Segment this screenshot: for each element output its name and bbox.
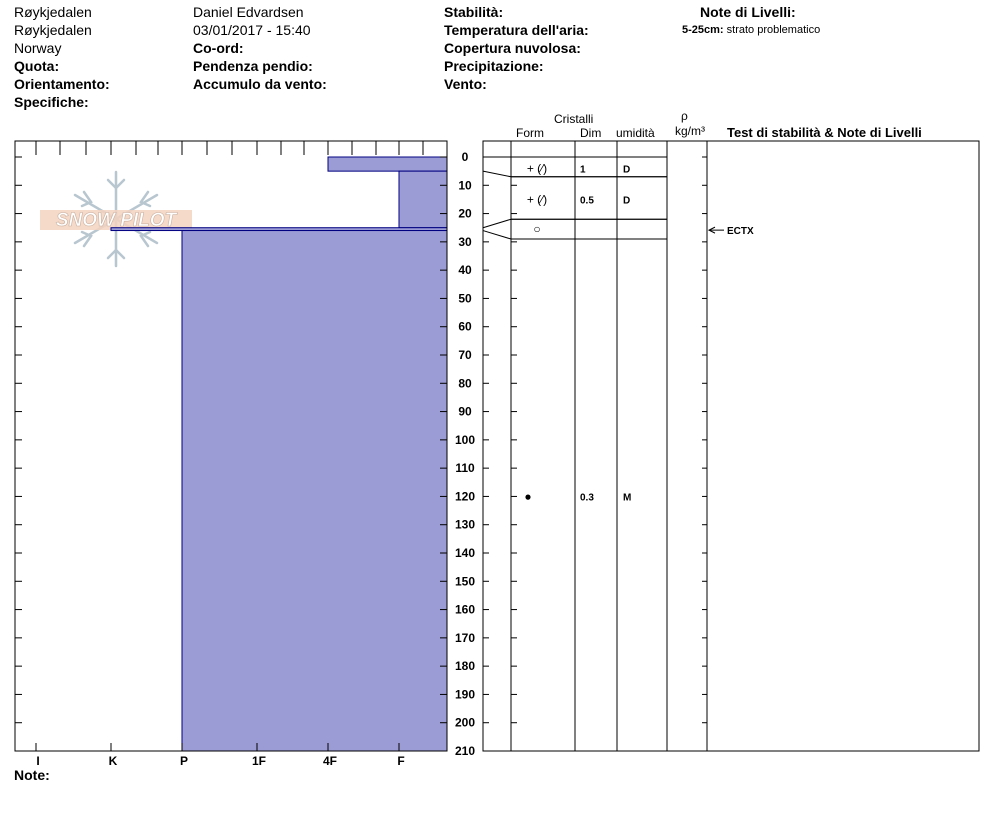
- hardness-tick-label: F: [397, 754, 404, 768]
- hardness-tick-label: 4F: [323, 754, 337, 768]
- depth-tick-label: 20: [458, 207, 472, 221]
- size-header: Dim: [580, 126, 602, 140]
- layer-connector: [482, 218, 512, 229]
- depth-tick-label: 30: [458, 235, 472, 249]
- depth-tick-label: 60: [458, 320, 472, 334]
- layer-moisture-value: D: [623, 195, 630, 206]
- depth-tick-label: 110: [455, 461, 475, 475]
- orientation-label: Orientamento:: [14, 76, 110, 92]
- crystals-header: Cristalli: [554, 112, 594, 126]
- depth-tick-label: 180: [455, 659, 475, 673]
- location-country: Norway: [14, 40, 62, 56]
- depth-tick-label: 0: [462, 150, 469, 164]
- depth-tick-label: 120: [455, 489, 475, 503]
- depth-tick-label: 210: [455, 744, 475, 758]
- precipitation-label: Precipitazione:: [444, 58, 544, 74]
- layer-notes-label: Note di Livelli:: [700, 4, 796, 20]
- hardness-tick-label: 1F: [252, 754, 266, 768]
- depth-tick-label: 10: [458, 178, 472, 192]
- notes-label: Note:: [14, 767, 50, 783]
- location-region: Røykjedalen: [14, 22, 92, 38]
- quota-label: Quota:: [14, 58, 60, 74]
- slope-label: Pendenza pendio:: [193, 58, 313, 74]
- moisture-header: umidità: [616, 126, 655, 140]
- layer-connector: [482, 170, 512, 178]
- layer-form-symbol: + (⁄): [527, 192, 547, 206]
- snowpilot-logo: SNOW PILOT: [40, 170, 192, 268]
- hardness-tick-label: K: [109, 754, 118, 768]
- hardness-tick-label: P: [180, 754, 188, 768]
- layer-note-text: strato problematico: [726, 24, 821, 36]
- stability-label: Stabilità:: [444, 4, 504, 20]
- wind-loading-label: Accumulo da vento:: [193, 76, 327, 92]
- observation-form-symbol: ●: [524, 489, 531, 503]
- logo-text: SNOW PILOT: [56, 210, 178, 231]
- specifics-label: Specifiche:: [14, 94, 89, 110]
- layer-note: 5-25cm: strato problematico: [682, 23, 820, 37]
- stability-tests-header: Test di stabilità & Note di Livelli: [727, 125, 922, 140]
- depth-tick-label: 100: [455, 433, 475, 447]
- cloud-cover-label: Copertura nuvolosa:: [444, 40, 581, 56]
- depth-tick-label: 200: [455, 716, 475, 730]
- depth-tick-label: 40: [458, 263, 472, 277]
- layer-table-frame: [482, 140, 980, 752]
- density-symbol: ρ: [681, 109, 688, 123]
- observation-size-value: 0.3: [580, 492, 594, 503]
- depth-tick-label: 50: [458, 291, 472, 305]
- hardness-bar: [327, 156, 448, 172]
- depth-tick-label: 90: [458, 405, 472, 419]
- depth-tick-label: 190: [455, 687, 475, 701]
- depth-tick-label: 170: [455, 631, 475, 645]
- hardness-bar: [181, 230, 448, 752]
- hardness-bar: [398, 170, 448, 229]
- air-temp-label: Temperatura dell'aria:: [444, 22, 589, 38]
- observation-moisture-value: M: [623, 492, 631, 503]
- depth-tick-label: 160: [455, 603, 475, 617]
- layer-connector: [482, 230, 512, 240]
- layer-size-value: 1: [580, 164, 586, 175]
- depth-tick-label: 130: [455, 518, 475, 532]
- layer-size-value: 0.5: [580, 195, 594, 206]
- stability-test-arrowhead: [707, 226, 716, 234]
- depth-tick-label: 70: [458, 348, 472, 362]
- observation-datetime: 03/01/2017 - 15:40: [193, 22, 311, 38]
- depth-tick-label: 150: [455, 574, 475, 588]
- layer-moisture-value: D: [623, 164, 630, 175]
- depth-tick-label: 140: [455, 546, 475, 560]
- layer-form-symbol: ○: [533, 222, 540, 236]
- density-unit: kg/m³: [675, 124, 705, 138]
- location-name: Røykjedalen: [14, 4, 92, 20]
- layer-note-range: 5-25cm:: [682, 24, 724, 36]
- stability-test-label: ECTX: [727, 226, 754, 237]
- wind-label: Vento:: [444, 76, 487, 92]
- observer-name: Daniel Edvardsen: [193, 4, 304, 20]
- form-header: Form: [516, 126, 544, 140]
- depth-tick-label: 80: [458, 376, 472, 390]
- layer-form-symbol: + (⁄): [527, 161, 547, 175]
- coord-label: Co-ord:: [193, 40, 244, 56]
